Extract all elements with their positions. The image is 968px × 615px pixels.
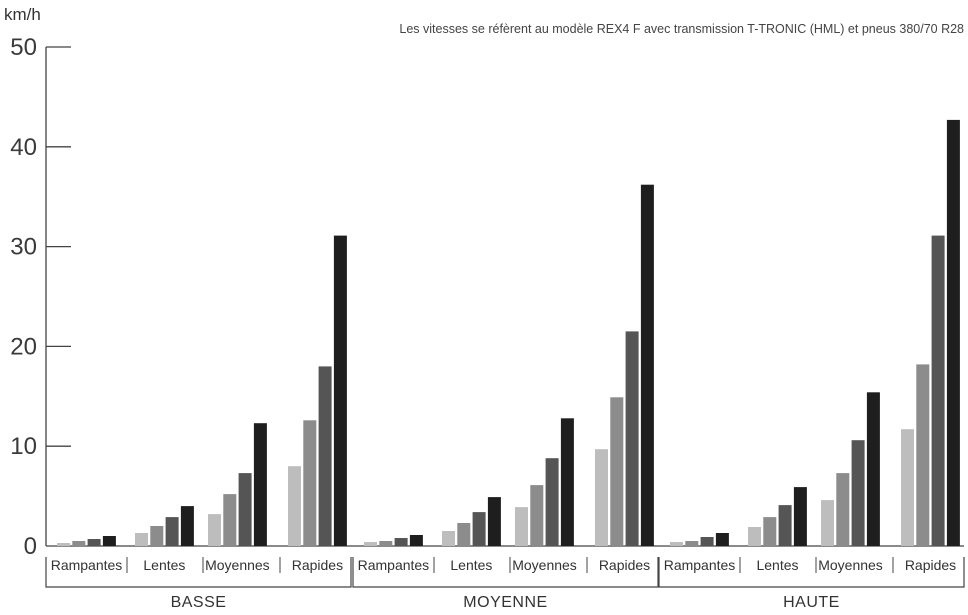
y-tick-label: 50 [10,34,37,61]
y-tick-label: 0 [24,533,37,560]
bar [851,440,865,546]
category-labels: Rampantes Lentes Moyennes Rapides BASSE Rampa… [45,557,965,611]
bar [223,494,237,546]
bar [763,517,777,546]
bar [866,392,880,546]
bar [150,526,164,546]
bar [821,500,834,546]
group-label: MOYENNE [463,594,547,610]
group-label: HAUTE [783,594,840,610]
category-label: Lentes [450,557,492,573]
y-axis-unit-label: km/h [4,5,41,24]
bar [333,235,347,546]
bar [640,184,654,546]
bar [685,541,699,546]
bar [102,536,116,546]
bar [778,505,792,546]
bar [748,527,761,546]
bar [442,531,455,546]
category-label: Rapides [599,557,650,573]
bar [379,541,393,546]
bar [57,543,70,546]
bar [670,542,683,546]
bar [610,397,624,546]
category-label: Moyennes [818,557,883,573]
bar [165,517,179,546]
bar [515,507,528,546]
bars [57,119,960,547]
category-label: Rapides [905,557,956,573]
bar [901,429,914,546]
bar [87,539,101,546]
y-tick-label: 10 [10,433,37,460]
y-tick-label: 20 [10,333,37,360]
bar [135,533,148,546]
category-label: Lentes [756,557,798,573]
y-tick-label: 30 [10,234,37,261]
category-label: Rampantes [51,557,123,573]
category-label: Rampantes [358,557,430,573]
bar [931,235,945,546]
category-label: Lentes [143,557,185,573]
group-label: BASSE [171,594,227,610]
bar [487,497,501,546]
bar [208,514,221,546]
bar [72,541,86,546]
category-label: Moyennes [512,557,577,573]
bar [253,423,267,546]
axes: 0 10 20 30 40 50 [10,34,964,560]
bar [180,506,194,546]
bar [916,364,930,546]
group-bracket [658,557,965,588]
bar [545,458,559,546]
group-bracket [352,557,659,588]
chart-note: Les vitesses se réfèrent au modèle REX4 … [399,22,964,36]
y-tick-label: 40 [10,134,37,161]
category-label: Rampantes [664,557,736,573]
bar [715,533,729,546]
bar [595,449,608,546]
bar [457,523,471,546]
bar [288,466,301,546]
group-bracket [45,557,352,588]
bar [530,485,544,546]
bar [700,537,714,546]
bar [318,366,332,546]
bar [472,512,486,546]
bar [394,538,408,546]
bar [238,473,252,546]
bar [946,119,960,547]
bar [303,420,317,546]
bar [560,418,574,546]
bar [364,542,377,546]
bar [836,473,850,546]
bar [793,487,807,546]
bar [409,535,423,546]
bar [625,331,639,546]
category-label: Moyennes [205,557,270,573]
category-label: Rapides [292,557,343,573]
